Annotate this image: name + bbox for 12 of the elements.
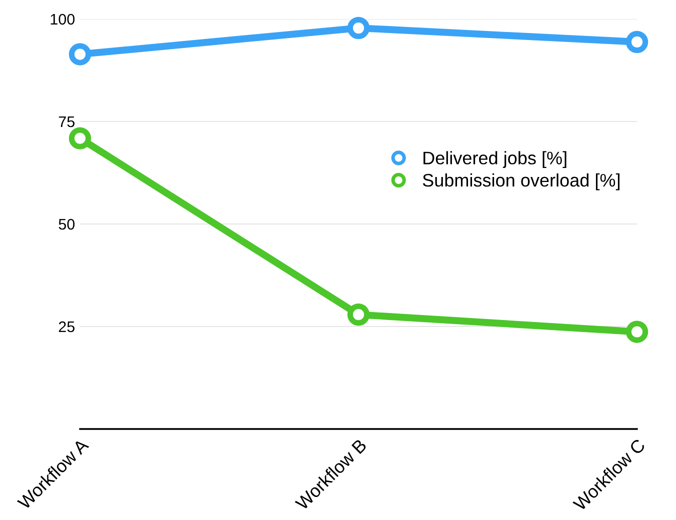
point xyxy=(626,320,648,343)
point xyxy=(68,127,92,150)
y-tick-label: 75 xyxy=(58,116,74,128)
legend-label: Submission overload [%] xyxy=(422,173,620,190)
y-tick-label: 50 xyxy=(58,218,75,230)
y-tick-label: 100 xyxy=(50,14,75,25)
y-tick-label: 25 xyxy=(58,321,74,332)
legend-label: Delivered jobs [%] xyxy=(424,151,566,168)
point xyxy=(347,303,370,326)
point xyxy=(347,16,370,40)
point xyxy=(626,30,648,54)
point xyxy=(68,43,92,66)
